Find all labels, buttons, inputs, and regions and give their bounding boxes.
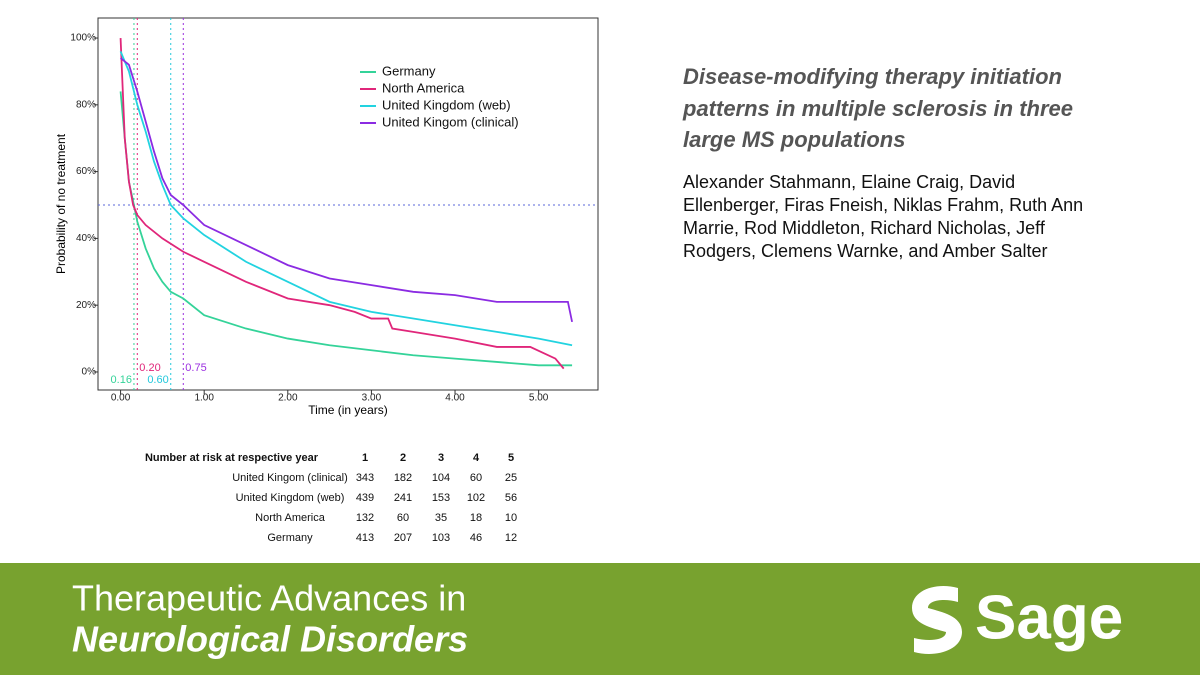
table-cell: 25 <box>505 472 517 484</box>
legend-label: United Kingdom (web) <box>382 97 511 112</box>
title-line: Disease-modifying therapy initiation <box>683 64 1062 89</box>
table-cell: 35 <box>435 512 447 524</box>
journal-line: Therapeutic Advances in <box>72 578 466 619</box>
y-tick-label: 20% <box>76 300 96 311</box>
table-cell: 18 <box>470 512 482 524</box>
author-line: Rodgers, Clemens Warnke, and Amber Salte… <box>683 241 1048 261</box>
table-row-label: United Kingdom (web) <box>236 492 345 504</box>
sage-logo-icon <box>912 586 962 654</box>
table-cell: 56 <box>505 492 517 504</box>
table-cell: 4 <box>473 452 480 464</box>
table-cell: 60 <box>397 512 409 524</box>
x-tick-label: 0.00 <box>111 393 131 404</box>
table-cell: 5 <box>508 452 514 464</box>
author-line: Marrie, Rod Middleton, Richard Nicholas,… <box>683 218 1046 238</box>
table-cell: 153 <box>432 492 450 504</box>
author-line: Alexander Stahmann, Elaine Craig, David <box>683 172 1015 192</box>
banner <box>0 563 1200 675</box>
x-tick-label: 1.00 <box>194 393 214 404</box>
title-line: large MS populations <box>683 127 905 152</box>
table-row-label: Number at risk at respective year <box>145 452 319 464</box>
plot-frame <box>97 17 599 391</box>
survival-curve <box>119 91 573 367</box>
table-cell: 132 <box>356 512 374 524</box>
y-tick-label: 100% <box>70 33 96 44</box>
author-line: Ellenberger, Firas Fneish, Niklas Frahm,… <box>683 195 1083 215</box>
y-tick-label: 60% <box>76 166 96 177</box>
table-cell: 1 <box>362 452 368 464</box>
table-cell: 207 <box>394 532 412 544</box>
brand: Sage <box>975 583 1123 652</box>
y-tick-label: 0% <box>82 367 97 378</box>
survival-curve <box>119 37 565 370</box>
survival-curve <box>119 51 573 347</box>
x-tick-label: 3.00 <box>362 393 382 404</box>
title-line: patterns in multiple sclerosis in three <box>682 96 1073 121</box>
legend-label: Germany <box>382 63 436 78</box>
table-cell: 104 <box>432 472 450 484</box>
median-label: 0.20 <box>139 362 160 374</box>
table-row-label: North America <box>255 512 326 524</box>
table-cell: 3 <box>438 452 444 464</box>
table-cell: 182 <box>394 472 412 484</box>
table-cell: 60 <box>470 472 482 484</box>
plot: 0% 20% 40% 60% 80% 100% 0.00 1.00 2.00 3.00 4.00 5.… <box>70 18 598 404</box>
x-axis-label: Time (in years) <box>308 403 388 417</box>
table-cell: 439 <box>356 492 374 504</box>
table-cell: 12 <box>505 532 517 544</box>
table-cell: 103 <box>432 532 450 544</box>
x-tick-label: 2.00 <box>278 393 298 404</box>
table-cell: 413 <box>356 532 374 544</box>
x-tick-label: 5.00 <box>529 393 549 404</box>
x-tick-label: 4.00 <box>445 393 465 404</box>
legend-label: North America <box>382 80 465 95</box>
y-tick-label: 40% <box>76 233 96 244</box>
median-label: 0.75 <box>185 362 206 374</box>
journal-line: Neurological Disorders <box>72 619 468 660</box>
article-title: Disease-modifying therapy initiation pat… <box>682 64 1073 152</box>
y-axis-label: Probability of no treatment <box>54 133 68 274</box>
table-cell: 46 <box>470 532 482 544</box>
survival-curve <box>120 57 573 323</box>
table-cell: 102 <box>467 492 485 504</box>
table-cell: 241 <box>394 492 412 504</box>
table-cell: 10 <box>505 512 517 524</box>
table-row-label: Germany <box>267 532 313 544</box>
table-cell: 2 <box>400 452 406 464</box>
y-tick-label: 80% <box>76 99 96 110</box>
median-label: 0.60 <box>147 374 168 386</box>
table-cell: 343 <box>356 472 374 484</box>
median-label: 0.16 <box>111 374 132 386</box>
risk-table: Number at risk at respective year 1 2 3 4 5Un… <box>145 452 517 544</box>
legend-label: United Kingom (clinical) <box>382 114 519 129</box>
table-row-label: United Kingom (clinical) <box>232 472 348 484</box>
authors: Alexander Stahmann, Elaine Craig, David … <box>683 172 1083 261</box>
